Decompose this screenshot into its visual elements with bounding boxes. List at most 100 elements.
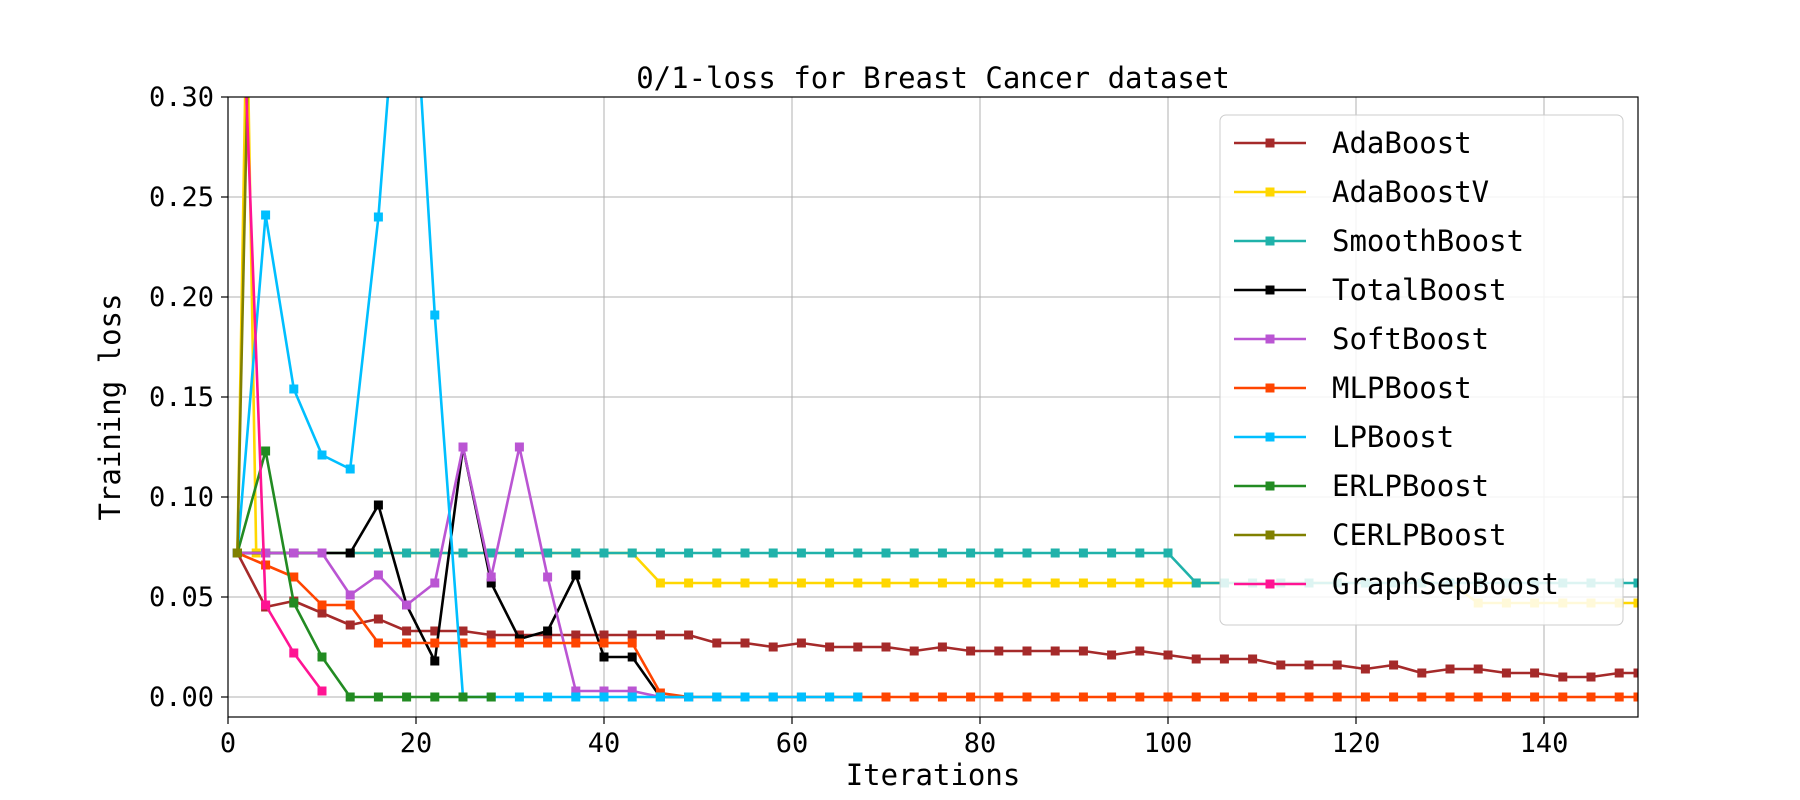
softboost-point <box>514 442 524 452</box>
smoothboost-point <box>1135 548 1145 558</box>
x-tick-label: 120 <box>1332 728 1381 759</box>
legend-label: SmoothBoost <box>1332 224 1524 258</box>
smoothboost-point <box>796 548 806 558</box>
erlpboost-point <box>345 692 355 702</box>
cerlpboost-line <box>236 97 249 554</box>
lpboost-point <box>543 692 553 702</box>
legend-swatch-marker <box>1265 530 1275 540</box>
totalboost-point <box>571 570 581 580</box>
legend-label: MLPBoost <box>1332 371 1472 405</box>
erlpboost-point <box>289 598 299 608</box>
adaboost-point <box>1614 668 1624 678</box>
series-graphsepboost <box>245 97 327 696</box>
adaboost-point <box>1248 654 1258 664</box>
smoothboost-point <box>458 548 468 558</box>
smoothboost-point <box>1163 548 1173 558</box>
adaboost-point <box>458 626 468 636</box>
lpboost-point <box>514 692 524 702</box>
y-tick-label: 0.05 <box>149 582 214 613</box>
legend-swatch-marker <box>1265 187 1275 197</box>
legend-label: ERLPBoost <box>1332 469 1489 503</box>
lpboost-point <box>430 310 440 320</box>
legend-label: AdaBoost <box>1332 126 1472 160</box>
x-tick-label: 0 <box>220 728 236 759</box>
mlpboost-point <box>627 638 637 648</box>
adaboostv-point <box>1135 578 1145 588</box>
legend-item-lpboost: LPBoost <box>1234 420 1454 454</box>
smoothboost-point <box>543 548 553 558</box>
lpboost-point <box>796 692 806 702</box>
mlpboost-point <box>1219 692 1229 702</box>
mlpboost-point <box>1050 692 1060 702</box>
softboost-point <box>599 686 609 696</box>
mlpboost-point <box>966 692 976 702</box>
smoothboost-point <box>740 548 750 558</box>
plot-frame <box>227 96 1639 718</box>
adaboostv-point <box>853 578 863 588</box>
lpboost-line <box>236 97 858 699</box>
smoothboost-point <box>599 548 609 558</box>
adaboost-point <box>1360 664 1370 674</box>
erlpboost-point <box>402 692 412 702</box>
series-erlpboost <box>232 446 496 702</box>
softboost-point <box>317 548 327 558</box>
mlpboost-point <box>599 638 609 648</box>
mlpboost-point <box>317 600 327 610</box>
mlpboost-point <box>1586 692 1596 702</box>
adaboost-point <box>1445 664 1455 674</box>
softboost-point <box>289 548 299 558</box>
legend-swatch-marker <box>1265 334 1275 344</box>
softboost-point <box>571 686 581 696</box>
adaboost-point <box>1191 654 1201 664</box>
softboost-point <box>430 578 440 588</box>
adaboost-point <box>1558 672 1568 682</box>
smoothboost-point <box>994 548 1004 558</box>
smoothboost-point <box>768 548 778 558</box>
mlpboost-point <box>486 638 496 648</box>
adaboost-point <box>373 614 383 624</box>
legend-label: LPBoost <box>1332 420 1454 454</box>
legend-swatch-marker <box>1265 236 1275 246</box>
legend-swatch-marker <box>1265 138 1275 148</box>
legend-item-adaboost: AdaBoost <box>1234 126 1472 160</box>
erlpboost-point <box>317 652 327 662</box>
mlpboost-point <box>1633 692 1638 702</box>
adaboost-point <box>486 630 496 640</box>
smoothboost-point <box>1078 548 1088 558</box>
adaboost-point <box>1501 668 1511 678</box>
erlpboost-line <box>236 449 492 699</box>
graphsepboost-line <box>245 97 324 692</box>
adaboost-point <box>1022 646 1032 656</box>
legend-item-mlpboost: MLPBoost <box>1234 371 1472 405</box>
adaboostv-point <box>712 578 722 588</box>
softboost-point <box>486 572 496 582</box>
adaboost-point <box>1332 660 1342 670</box>
adaboost-point <box>430 626 440 636</box>
smoothboost-point <box>655 548 665 558</box>
softboost-point <box>402 600 412 610</box>
adaboost-point <box>1530 668 1540 678</box>
adaboost-point <box>966 646 976 656</box>
lpboost-point <box>289 384 299 394</box>
adaboost-point <box>1219 654 1229 664</box>
chart-title: 0/1-loss for Breast Cancer dataset <box>636 61 1230 95</box>
adaboost-point <box>825 642 835 652</box>
mlpboost-point <box>1276 692 1286 702</box>
adaboost-point <box>1586 672 1596 682</box>
totalboost-point <box>345 548 355 558</box>
adaboost-point <box>909 646 919 656</box>
smoothboost-point <box>853 548 863 558</box>
softboost-point <box>373 570 383 580</box>
adaboost-point <box>881 642 891 652</box>
mlpboost-point <box>1107 692 1117 702</box>
adaboostv-point <box>1163 578 1173 588</box>
legend-box <box>1219 114 1624 626</box>
legend-swatch-marker <box>1265 481 1275 491</box>
adaboost-point <box>1389 660 1399 670</box>
axis-ticks: 0 20 40 60 80 100 120 140 0.00 0.05 0.10 0.15 0.20 0.… <box>149 82 1568 759</box>
mlpboost-point <box>1304 692 1314 702</box>
legend-item-smoothboost: SmoothBoost <box>1234 224 1524 258</box>
adaboost-point <box>1135 646 1145 656</box>
adaboostv-point <box>655 578 665 588</box>
